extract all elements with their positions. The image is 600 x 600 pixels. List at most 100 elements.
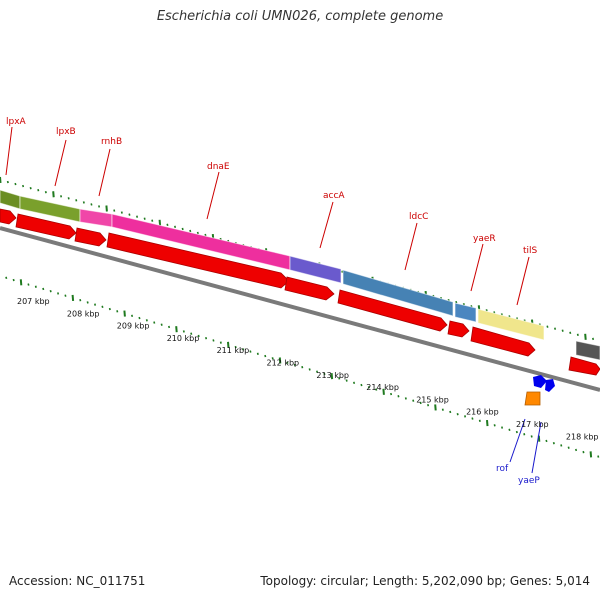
- minor-tick: [390, 392, 393, 396]
- gene-block-next[interactable]: [575, 340, 600, 361]
- gene-block-tilS[interactable]: [477, 308, 545, 341]
- gene-leader-dnaE: [206, 171, 220, 220]
- minor-tick: [271, 357, 274, 360]
- minor-tick: [264, 354, 267, 358]
- cds-arrow[interactable]: [0, 208, 17, 225]
- kbp-label: 215 kbp: [416, 395, 449, 404]
- cds-arrow[interactable]: [470, 326, 536, 357]
- backbone-line: [0, 226, 600, 392]
- major-tick: [158, 219, 162, 226]
- major-tick: [486, 419, 489, 427]
- kbp-label: 209 kbp: [117, 322, 150, 331]
- inner-tick-ring: [5, 276, 600, 458]
- rna-arrow-blue[interactable]: [533, 375, 547, 388]
- minor-tick: [42, 287, 45, 291]
- major-tick: [105, 205, 108, 212]
- minor-tick: [412, 399, 415, 402]
- minor-tick: [569, 331, 572, 334]
- gene-block-rnhB[interactable]: [79, 208, 113, 228]
- gene-label-rnhB[interactable]: rnhB: [101, 137, 122, 147]
- cds-arrow[interactable]: [74, 227, 107, 247]
- rna-label-rof[interactable]: rof: [496, 464, 509, 474]
- major-tick: [584, 333, 587, 340]
- cds-arrow[interactable]: [284, 276, 335, 301]
- kbp-label: 213 kbp: [316, 371, 349, 380]
- rna-block-orange[interactable]: [524, 391, 541, 406]
- minor-tick: [323, 372, 326, 376]
- minor-tick: [360, 383, 363, 387]
- minor-tick: [14, 182, 17, 186]
- rna-features: [524, 375, 555, 406]
- minor-tick: [181, 227, 184, 231]
- gene-leader-accA: [319, 201, 334, 249]
- minor-tick: [205, 336, 208, 340]
- minor-tick: [108, 307, 111, 311]
- major-tick: [589, 451, 593, 458]
- gene-block-lpxA[interactable]: [0, 189, 21, 210]
- minor-tick: [27, 283, 30, 286]
- kbp-label: 216 kbp: [466, 408, 499, 417]
- minor-tick: [86, 301, 89, 304]
- minor-tick: [546, 325, 549, 328]
- minor-tick: [160, 323, 163, 326]
- rna-arrow-blue[interactable]: [545, 379, 555, 392]
- minor-tick: [131, 314, 134, 317]
- minor-tick: [174, 225, 177, 229]
- backbone: [0, 226, 600, 392]
- gene-label-lpxA[interactable]: lpxA: [6, 117, 27, 127]
- cds-arrow[interactable]: [568, 356, 600, 376]
- minor-tick: [301, 366, 304, 369]
- gene-leader-yaeR: [470, 243, 484, 292]
- gene-label-yaeR[interactable]: yaeR: [473, 234, 496, 244]
- minor-tick: [286, 361, 289, 364]
- gene-block-yaeR[interactable]: [454, 302, 477, 323]
- minor-tick: [234, 345, 237, 349]
- minor-tick: [60, 195, 63, 198]
- kbp-label: 211 kbp: [217, 346, 250, 355]
- gene-block-accA[interactable]: [289, 255, 342, 284]
- major-tick: [71, 294, 75, 302]
- minor-tick: [508, 428, 511, 431]
- gene-label-ldcC[interactable]: ldcC: [409, 212, 428, 222]
- major-tick: [227, 341, 230, 348]
- gene-block-ldcC[interactable]: [342, 269, 454, 317]
- gene-leader-lpxA: [5, 126, 13, 176]
- minor-tick: [375, 388, 378, 391]
- gene-label-dnaE[interactable]: dnaE: [207, 162, 230, 172]
- kbp-label: 212 kbp: [267, 359, 300, 368]
- cds-arrow[interactable]: [337, 289, 448, 332]
- minor-tick: [353, 381, 356, 385]
- cds-arrow[interactable]: [15, 213, 77, 240]
- minor-tick: [256, 352, 259, 355]
- gene-label-accA[interactable]: accA: [323, 191, 345, 201]
- cds-arrow[interactable]: [106, 232, 290, 289]
- minor-tick: [464, 415, 467, 418]
- label-leader-lines: [5, 126, 542, 474]
- minor-tick: [145, 319, 148, 322]
- gene-label-lpxB[interactable]: lpxB: [56, 127, 76, 137]
- topology-text: Topology: circular; Length: 5,202,090 bp…: [260, 574, 590, 588]
- gene-color-blocks: [0, 189, 600, 361]
- rna-leader-yaeP: [531, 421, 542, 474]
- major-tick: [19, 279, 23, 286]
- minor-tick: [471, 417, 474, 420]
- minor-tick: [441, 408, 444, 411]
- minor-tick: [249, 350, 252, 353]
- rna-label-yaeP[interactable]: yaeP: [518, 476, 540, 486]
- minor-tick: [560, 444, 563, 447]
- minor-tick: [449, 410, 452, 414]
- minor-tick: [316, 370, 319, 373]
- cds-arrow[interactable]: [447, 320, 470, 338]
- minor-tick: [493, 424, 496, 427]
- minor-tick: [34, 285, 37, 288]
- minor-tick: [419, 401, 422, 405]
- minor-tick: [116, 310, 119, 313]
- minor-tick: [153, 321, 156, 324]
- minor-tick: [151, 219, 154, 222]
- major-tick: [330, 373, 334, 380]
- gene-label-tilS[interactable]: tilS: [523, 246, 538, 256]
- minor-tick: [90, 203, 93, 206]
- minor-tick: [67, 197, 70, 200]
